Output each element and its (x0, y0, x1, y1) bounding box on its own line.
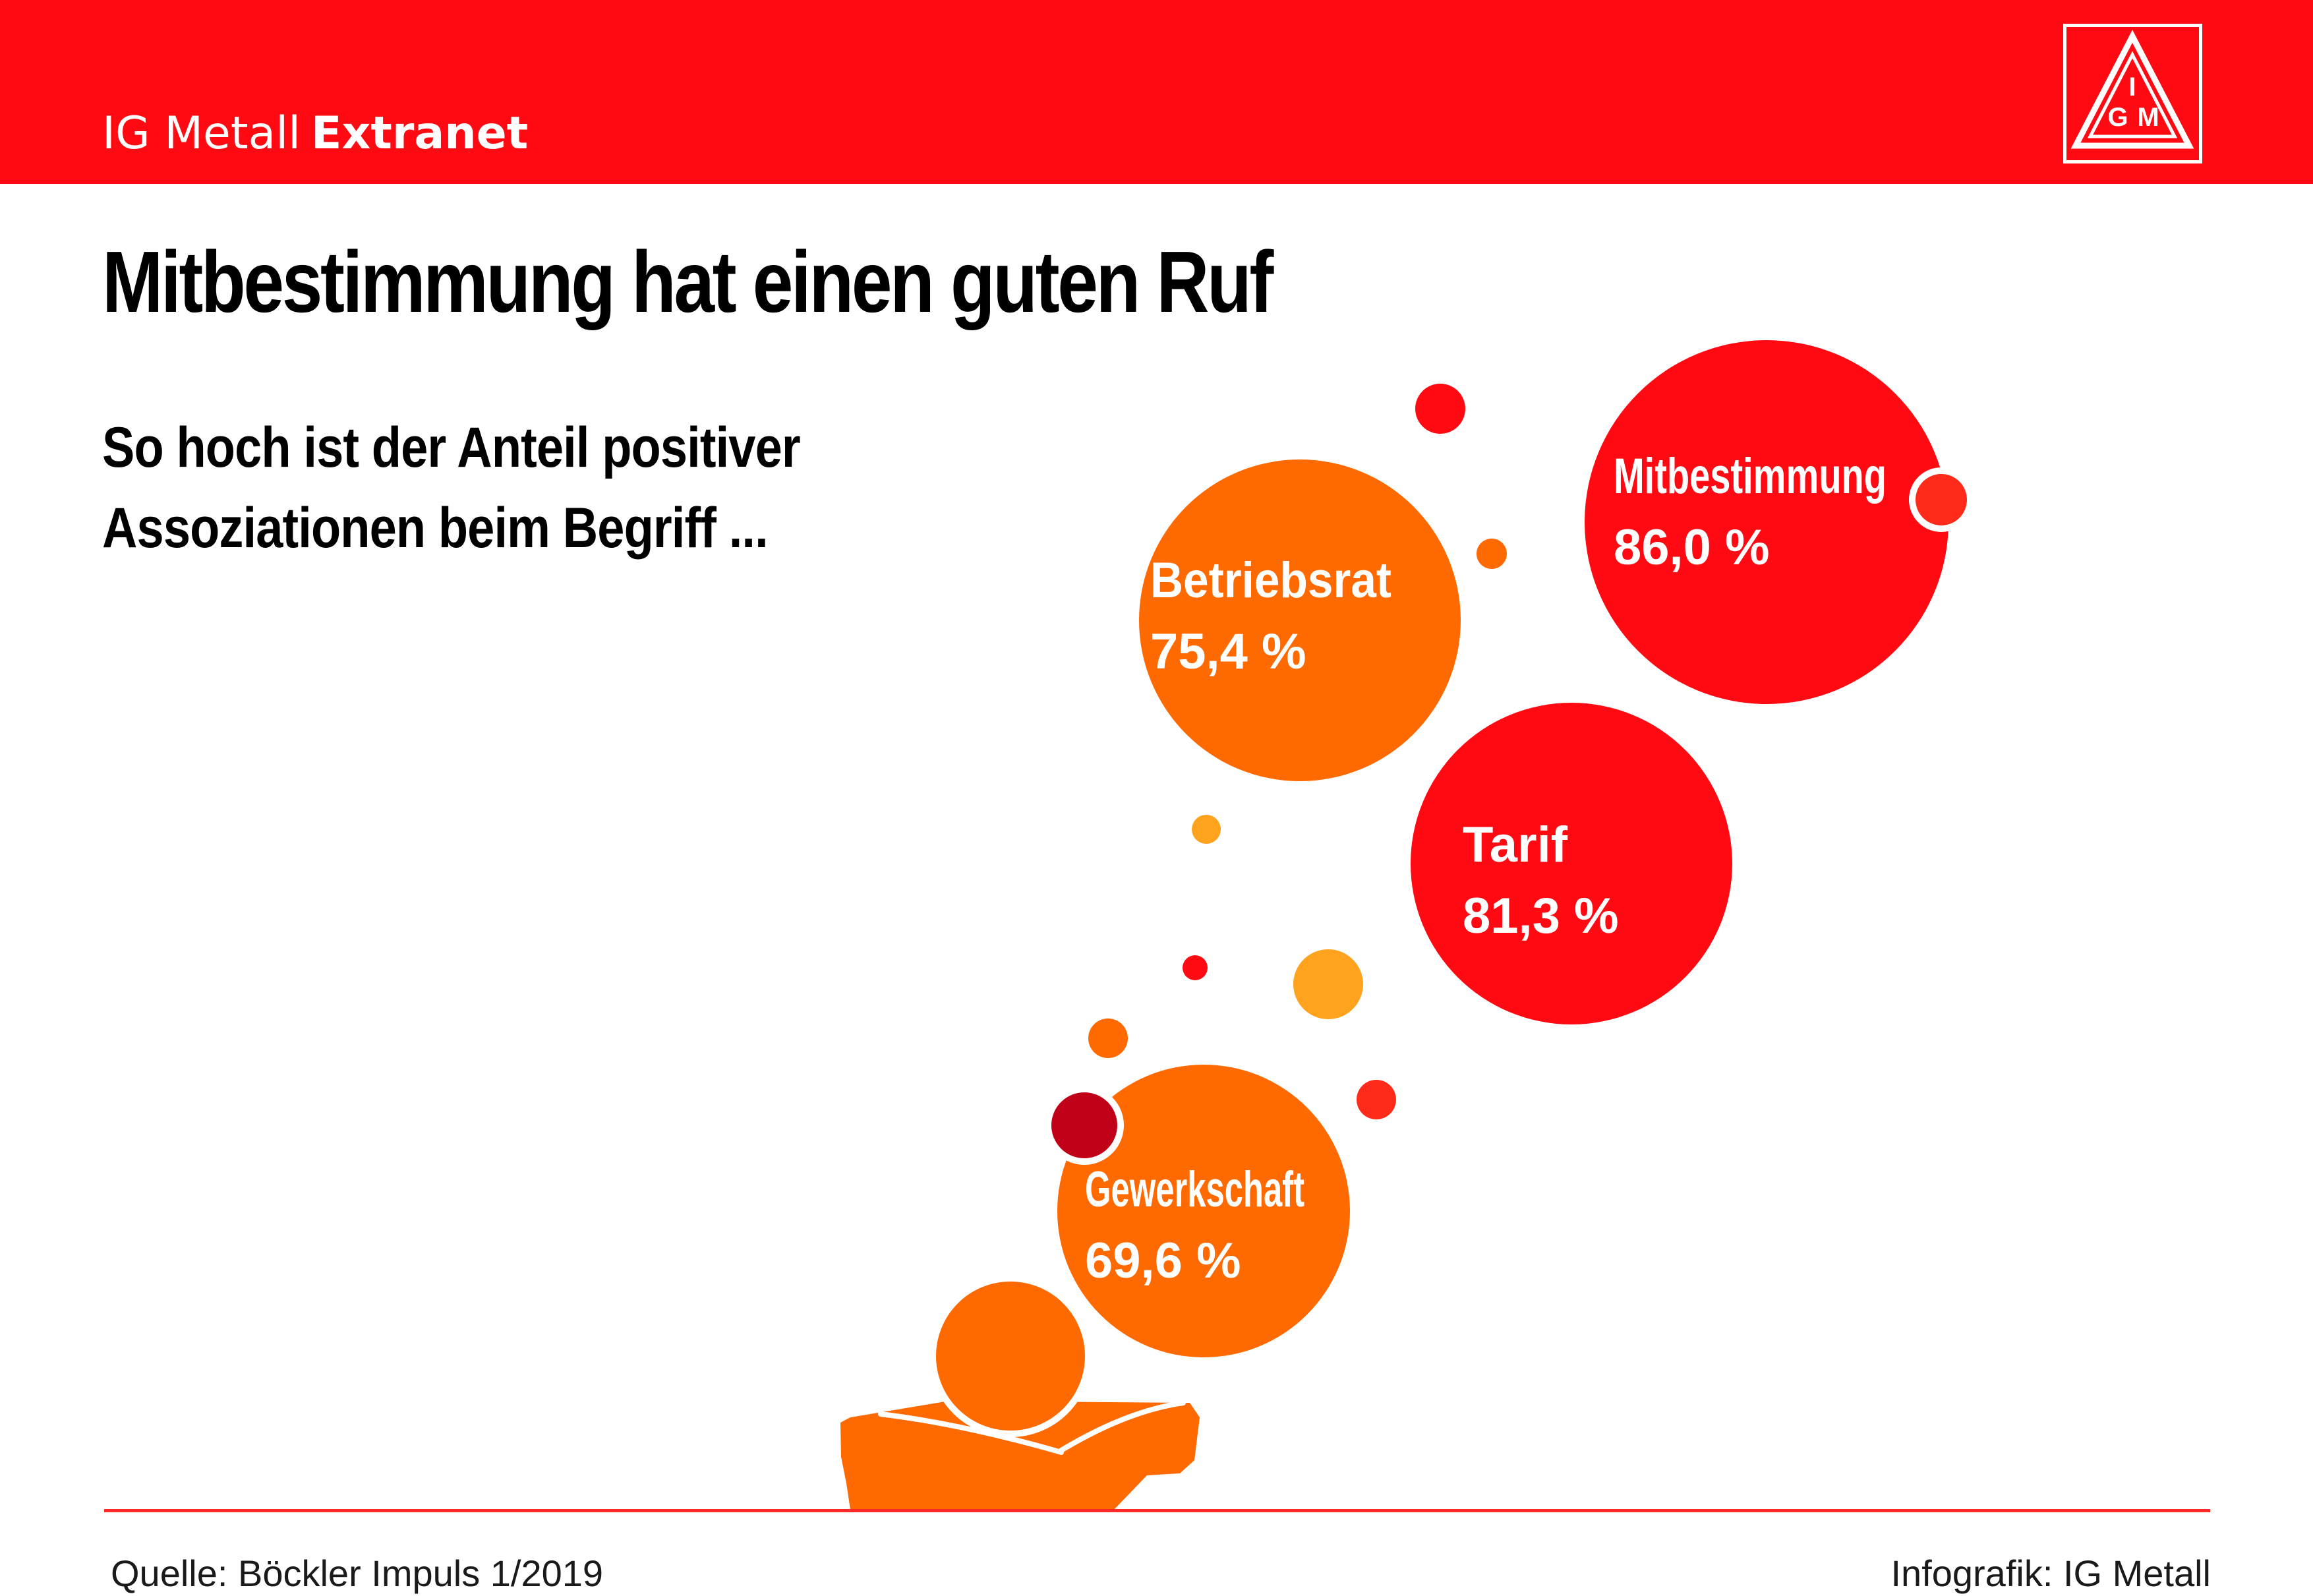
decor-dot-overlay-1 (1045, 1086, 1124, 1165)
brand-name: IG Metall (102, 107, 301, 160)
decor-dot-1 (1415, 384, 1465, 434)
decor-dot-2 (1477, 539, 1507, 569)
subtitle-line-2: Assoziationen beim Begriff ... (102, 496, 769, 560)
bubble-betriebsrat (1139, 459, 1461, 781)
bubble-gewerkschaft (1057, 1065, 1350, 1357)
bubble-value-betriebsrat: 75,4 % (1150, 624, 1306, 680)
data-bubbles: Gewerkschaft 69,6 % Betriebsrat 75,4 % Tarif… (1045, 340, 1974, 1357)
bubble-label-mitbestimmung: Mitbestimmung (1614, 448, 1887, 504)
chart-subtitle: So hoch ist der Anteil positiver Assozia… (102, 407, 801, 568)
brand-section: Extranet (311, 107, 529, 160)
page-title: Mitbestimmung hat einen guten Ruf (102, 233, 1274, 330)
decor-dot-overlay-4 (1909, 467, 1974, 532)
logo-letter-m: M (2137, 103, 2159, 132)
logo-letter-g: G (2107, 103, 2128, 132)
bubble-tarif (1411, 703, 1732, 1024)
brand[interactable]: IG Metall Extranet (102, 107, 528, 160)
logo-letter-i: I (2128, 73, 2136, 102)
decor-bubbles (1088, 384, 1507, 1119)
decor-dot-3 (1192, 815, 1221, 844)
decor-dot-4 (1183, 955, 1208, 980)
bubble-label-gewerkschaft: Gewerkschaft (1085, 1162, 1304, 1218)
source-note: Quelle: Böckler Impuls 1/2019 (111, 1552, 604, 1594)
decor-dot-6 (1088, 1019, 1128, 1058)
person-icon (840, 1275, 1200, 1510)
decor-dot-5 (1293, 949, 1363, 1019)
bubble-mitbestimmung (1585, 340, 1948, 704)
logo-triangle-icon: I G M (2070, 30, 2194, 149)
bubble-value-gewerkschaft: 69,6 % (1085, 1233, 1241, 1289)
ig-metall-logo-icon[interactable]: I G M (2063, 24, 2202, 163)
bubble-value-tarif: 81,3 % (1463, 888, 1619, 944)
bubble-value-mitbestimmung: 86,0 % (1614, 519, 1770, 576)
footer-divider (104, 1509, 2210, 1512)
bubble-label-betriebsrat: Betriebsrat (1150, 552, 1391, 608)
person-head (929, 1275, 1092, 1437)
decor-dot-7 (1357, 1080, 1396, 1119)
bubble-label-tarif: Tarif (1463, 817, 1568, 873)
credit-note: Infografik: IG Metall (1890, 1552, 2211, 1594)
subtitle-line-1: So hoch ist der Anteil positiver (102, 416, 801, 479)
header-bar: IG Metall Extranet I G M (0, 0, 2313, 184)
